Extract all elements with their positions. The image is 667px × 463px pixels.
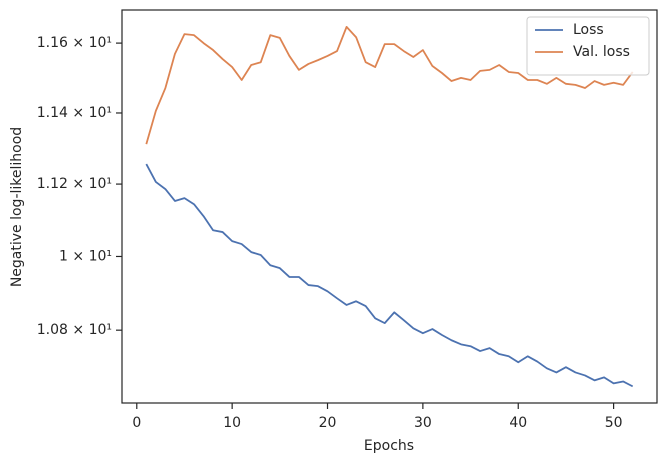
x-tick-label: 30 — [414, 415, 432, 431]
x-tick-label: 50 — [605, 415, 623, 431]
line — [145, 25, 634, 145]
legend-label: Val. loss — [573, 44, 630, 60]
line — [145, 163, 634, 388]
y-axis-label: Negative log-likelihood — [9, 127, 25, 287]
x-tick-label: 20 — [319, 415, 337, 431]
x-tick-label: 10 — [223, 415, 241, 431]
x-axis-label: Epochs — [364, 438, 414, 454]
y-tick-label: 1.08 × 10¹ — [37, 322, 112, 338]
y-tick-label: 1.16 × 10¹ — [37, 35, 112, 51]
y-tick-label: 1.12 × 10¹ — [37, 176, 112, 192]
legend-label: Loss — [573, 22, 604, 38]
legend-box — [526, 16, 650, 76]
x-tick-label: 40 — [509, 415, 527, 431]
legend: Loss Val. loss — [526, 16, 650, 76]
y-tick-label: 1 × 10¹ — [59, 248, 112, 264]
y-tick-label: 1.14 × 10¹ — [37, 105, 112, 121]
x-tick-label: 0 — [132, 415, 141, 431]
plot-frame — [121, 9, 658, 404]
